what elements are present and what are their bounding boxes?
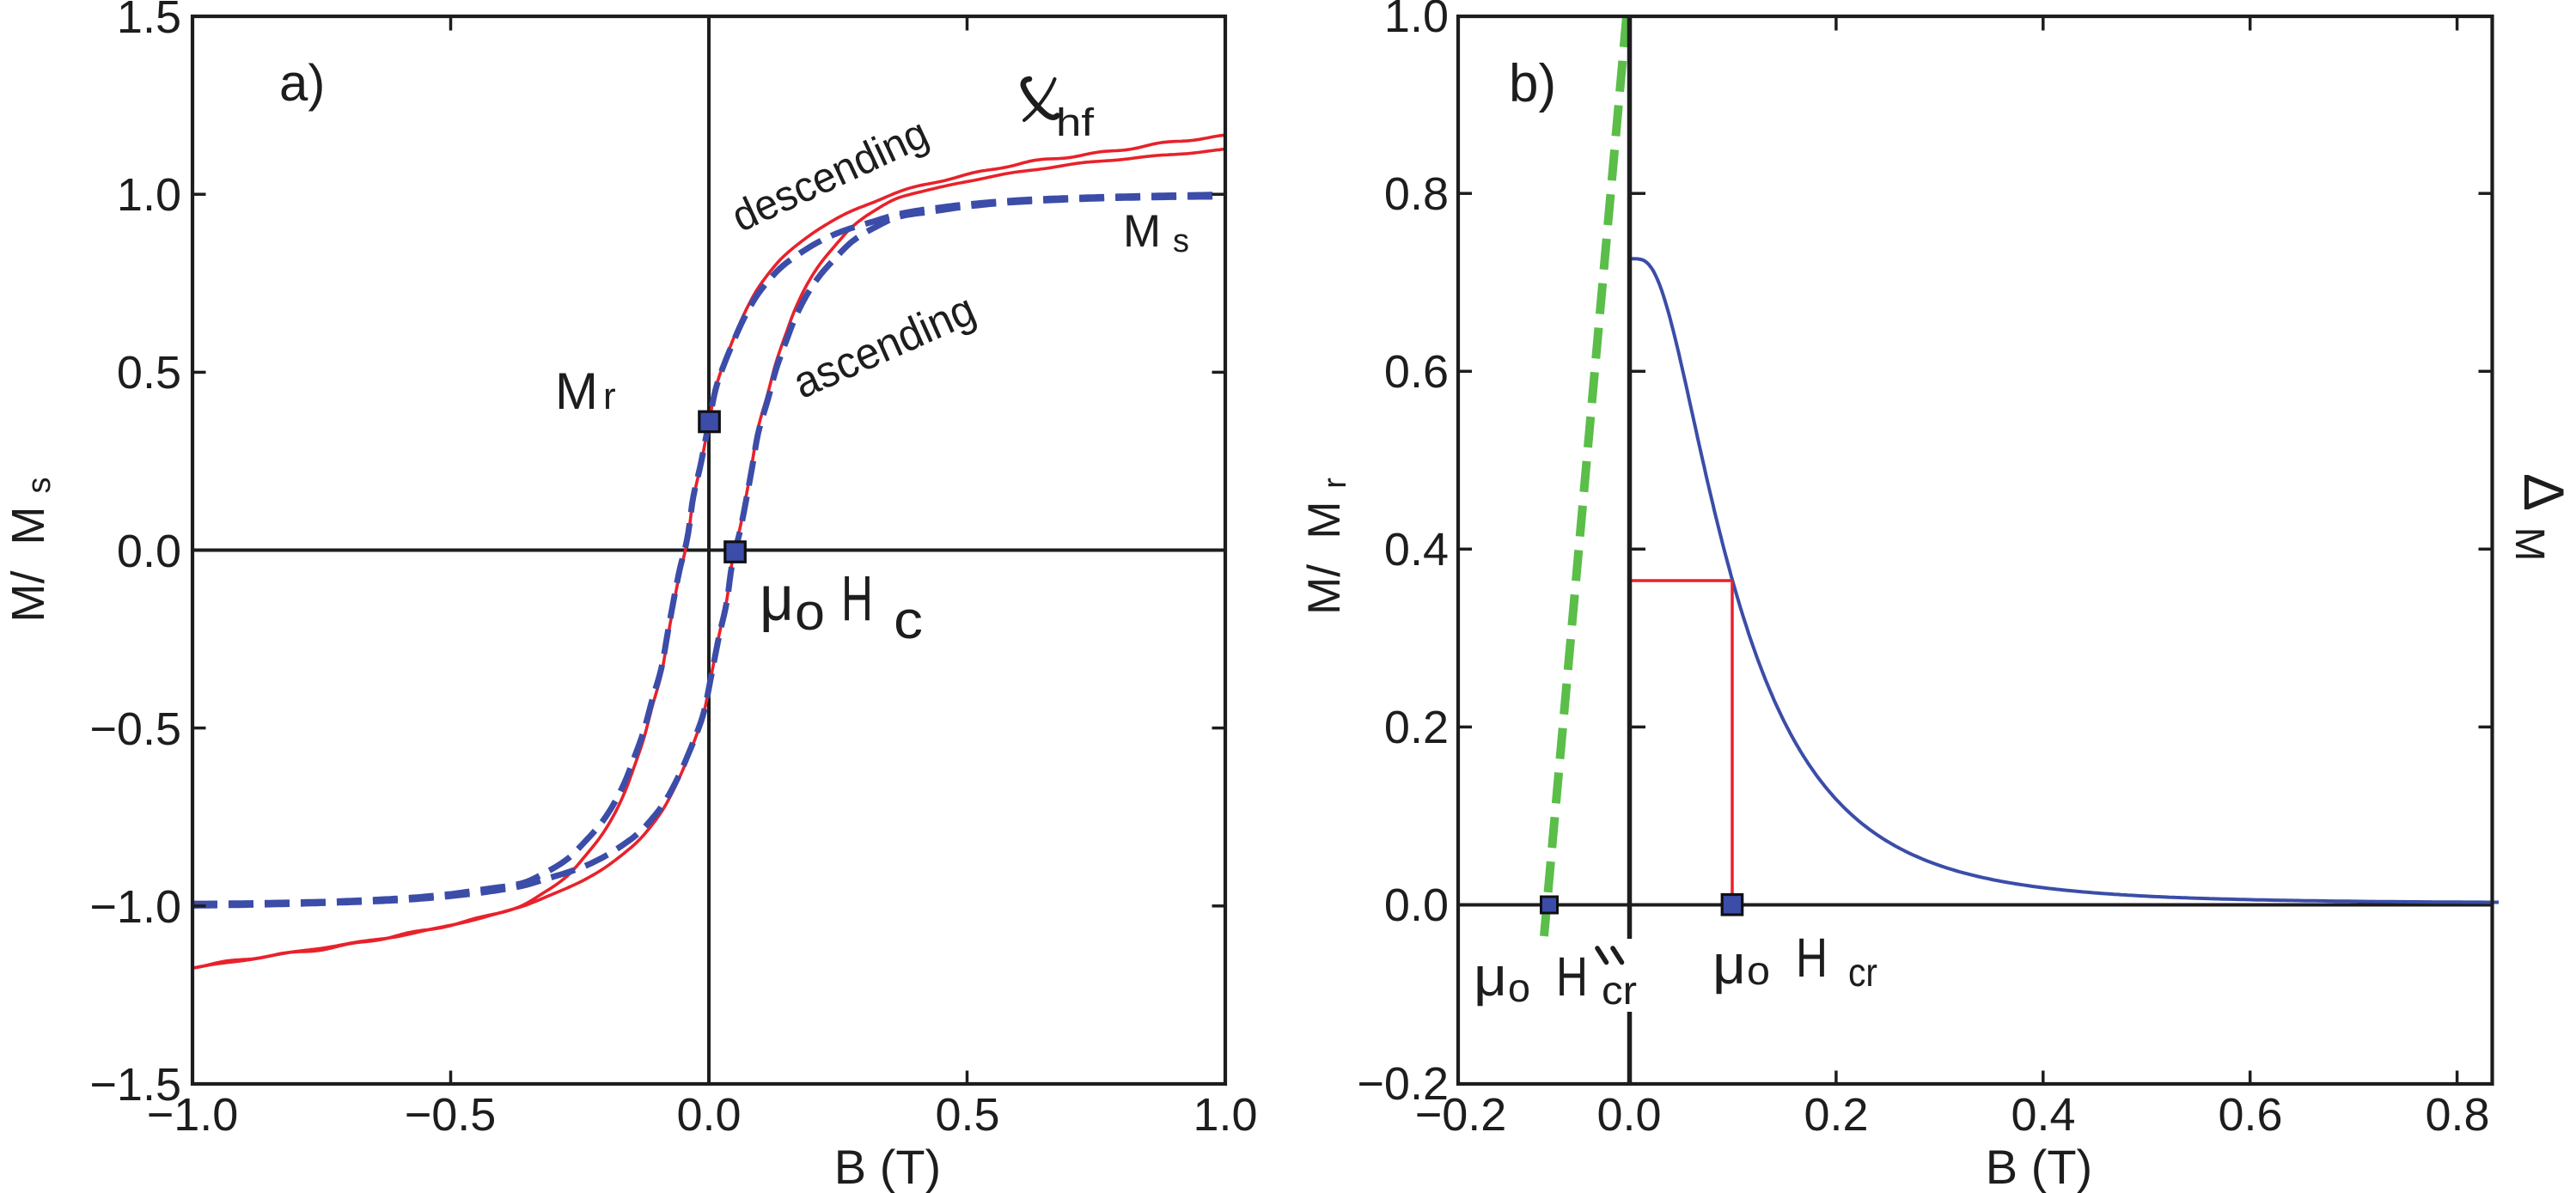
svg-text:−1.5: −1.5 — [89, 1059, 181, 1111]
svg-text:M: M — [555, 362, 598, 420]
svg-text:0.2: 0.2 — [1384, 702, 1449, 753]
svg-text:b): b) — [1509, 54, 1556, 113]
svg-text:−1.0: −1.0 — [147, 1089, 239, 1141]
svg-text:0.0: 0.0 — [117, 526, 181, 577]
svg-text:M/ M s: M/ M s — [3, 478, 58, 623]
svg-text:0.0: 0.0 — [1384, 880, 1449, 931]
svg-text:H: H — [1796, 927, 1828, 989]
svg-text:o: o — [1747, 948, 1770, 993]
svg-text:0.8: 0.8 — [2425, 1089, 2489, 1141]
svg-text:s: s — [1173, 223, 1189, 259]
svg-text:0.4: 0.4 — [2011, 1089, 2075, 1141]
svg-text:0.8: 0.8 — [1384, 168, 1449, 220]
svg-text:o: o — [1508, 965, 1530, 1010]
svg-text:B (T): B (T) — [834, 1140, 941, 1193]
svg-text:0.4: 0.4 — [1384, 524, 1449, 575]
svg-text:M: M — [1123, 206, 1161, 257]
svg-text:H: H — [1556, 946, 1588, 1007]
svg-text:0.0: 0.0 — [676, 1089, 741, 1141]
svg-text:0.2: 0.2 — [1804, 1089, 1868, 1141]
svg-text:1.5: 1.5 — [117, 0, 181, 43]
svg-text:c: c — [894, 591, 923, 650]
svg-text:a): a) — [279, 54, 325, 112]
svg-text:−0.5: −0.5 — [405, 1089, 497, 1141]
svg-text:o: o — [795, 583, 825, 641]
svg-text:r: r — [603, 375, 616, 417]
svg-text:1.0: 1.0 — [1384, 0, 1449, 42]
svg-text:0.5: 0.5 — [117, 347, 181, 399]
svg-text:−0.5: −0.5 — [89, 703, 181, 755]
svg-text:B (T): B (T) — [1986, 1140, 2092, 1193]
svg-text:μ: μ — [760, 563, 794, 634]
svg-text:H: H — [841, 563, 873, 634]
svg-text:1.0: 1.0 — [117, 169, 181, 221]
svg-text:−0.2: −0.2 — [1357, 1058, 1449, 1110]
svg-text:0.6: 0.6 — [2218, 1089, 2282, 1141]
svg-text:μ: μ — [1712, 934, 1746, 995]
svg-text:M/ M r: M/ M r — [1299, 478, 1353, 615]
svg-text:1.0: 1.0 — [1193, 1089, 1257, 1141]
svg-text:cr: cr — [1602, 968, 1637, 1013]
svg-text:−0.2: −0.2 — [1415, 1089, 1507, 1141]
svg-text:−1.0: −1.0 — [89, 881, 181, 933]
svg-text:μ: μ — [1474, 946, 1507, 1007]
svg-text:0.6: 0.6 — [1384, 346, 1449, 398]
svg-text:0.0: 0.0 — [1596, 1089, 1661, 1141]
svg-text:0.5: 0.5 — [935, 1089, 999, 1141]
svg-text:cr: cr — [1848, 950, 1877, 995]
svg-text:hf: hf — [1056, 100, 1095, 144]
